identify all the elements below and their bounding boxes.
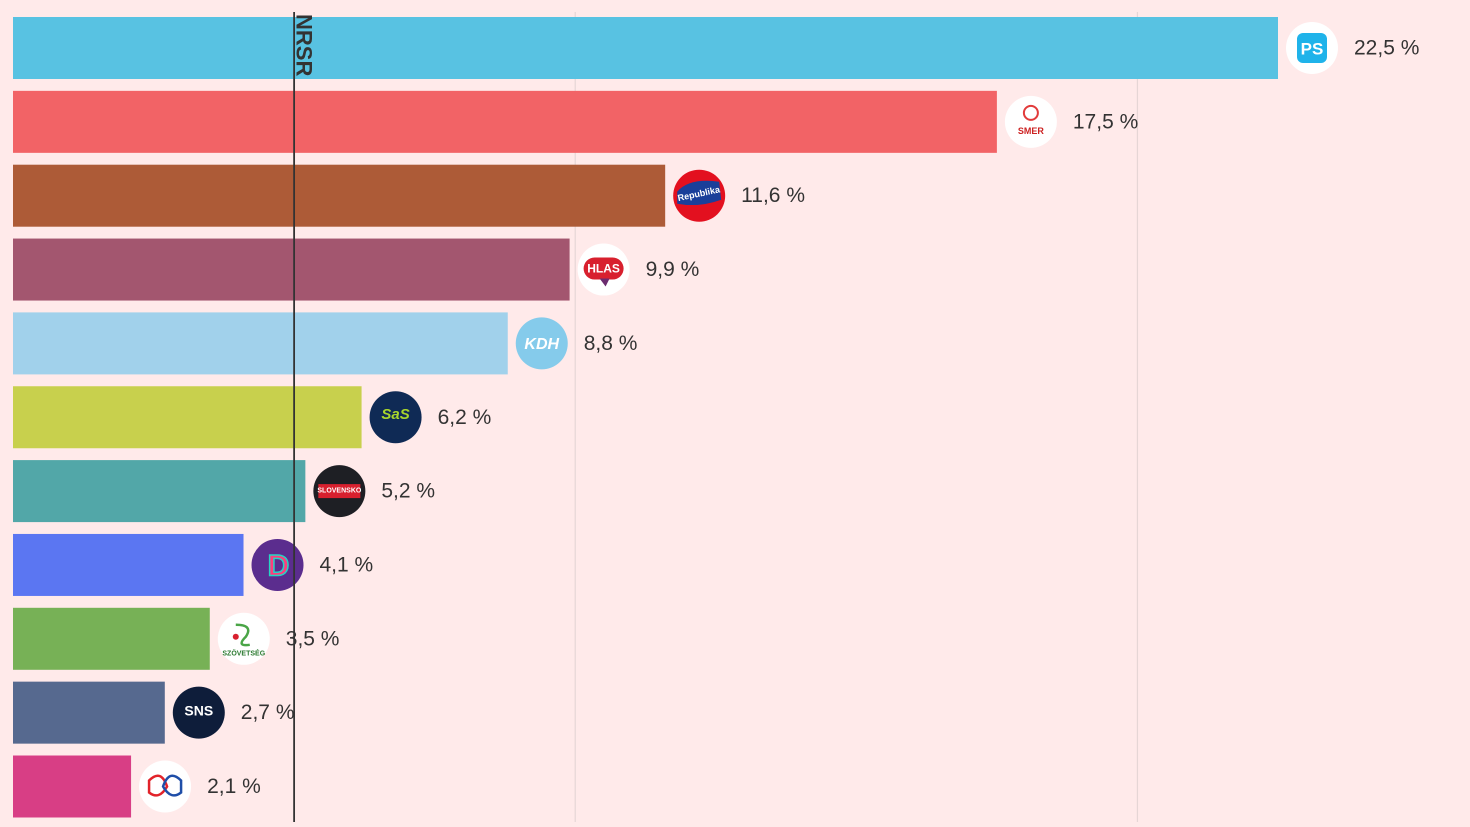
bars: PS 22,5 % SMER 17,5 % Republika 11,6 % HLAS 9,9… <box>13 17 1419 818</box>
logo-circle <box>139 760 192 813</box>
logo-text: KDH <box>524 336 559 353</box>
ps-logo-icon: PS <box>1286 22 1338 74</box>
hands-logo-icon <box>139 760 192 813</box>
threshold-label: NRSR <box>291 14 316 76</box>
hlas-logo-icon: HLAS <box>577 243 630 296</box>
logo-shape <box>583 257 624 280</box>
bar-row: SLOVENSKO 5,2 % <box>13 460 435 523</box>
hnutie-slovensko-logo-icon: SLOVENSKO <box>313 465 366 518</box>
value-label: 22,5 % <box>1354 37 1419 60</box>
value-label: 17,5 % <box>1073 110 1138 133</box>
sas-logo-icon: SaS <box>369 391 422 444</box>
smer-logo-icon: SMER <box>1004 95 1057 148</box>
bar-row: SaS 6,2 % <box>13 386 492 449</box>
logo-text: D <box>268 549 290 582</box>
bar <box>13 386 362 449</box>
bar-row: KDH 8,8 % <box>13 312 638 375</box>
logo-shape <box>599 278 610 287</box>
bar <box>13 607 210 670</box>
bar-row: SZÖVETSÉG 3,5 % <box>13 607 340 670</box>
bar-row: SMER 17,5 % <box>13 90 1138 153</box>
logo-shape <box>677 180 722 206</box>
logo-circle <box>1004 95 1057 148</box>
logo-text: PS <box>1301 40 1324 59</box>
bar-row: D 4,1 % <box>13 533 374 596</box>
bar <box>13 90 997 153</box>
logo-shape <box>318 484 361 499</box>
logo-shape <box>1297 33 1327 63</box>
bar-row: SNS 2,7 % <box>13 681 295 744</box>
demokrati-logo-icon: D <box>251 538 304 591</box>
value-label: 3,5 % <box>286 627 340 650</box>
bar-row: HLAS 9,9 % <box>13 238 700 301</box>
logo-text: SaS <box>381 406 409 423</box>
logo-shape <box>235 623 250 647</box>
logo-text: SMER <box>1018 126 1045 136</box>
republika-logo-icon: Republika <box>673 169 726 222</box>
logo-text: SZÖVETSÉG <box>222 648 265 657</box>
sns-logo-icon: SNS <box>172 686 225 739</box>
logo-circle <box>515 317 568 370</box>
bar-row: PS 22,5 % <box>13 17 1419 79</box>
logo-shape <box>232 633 239 640</box>
bar <box>13 533 244 596</box>
bar <box>13 755 132 818</box>
bar <box>13 681 165 744</box>
bar-row: 2,1 % <box>13 755 261 818</box>
value-label: 6,2 % <box>438 406 492 429</box>
bar <box>13 460 306 523</box>
value-label: 2,7 % <box>241 701 295 724</box>
logo-text: SNS <box>184 703 213 719</box>
logo-text: SLOVENSKO <box>317 488 362 495</box>
kdh-logo-icon: KDH <box>515 317 568 370</box>
value-label: 2,1 % <box>207 775 261 798</box>
value-label: 4,1 % <box>320 553 374 576</box>
value-label: 5,2 % <box>381 480 435 503</box>
logo-shape <box>147 774 169 797</box>
value-label: 8,8 % <box>584 332 638 355</box>
logo-text: HLAS <box>587 262 620 276</box>
value-label: 11,6 % <box>741 184 805 207</box>
bar <box>13 238 570 301</box>
bar <box>13 312 508 375</box>
value-label: 9,9 % <box>646 258 700 281</box>
logo-circle <box>251 538 304 591</box>
logo-shape <box>1022 104 1039 121</box>
bar-row: Republika 11,6 % <box>13 164 805 227</box>
szovetseg-logo-icon: SZÖVETSÉG <box>217 612 270 665</box>
logo-shape <box>161 774 183 797</box>
logo-circle <box>369 391 422 444</box>
logo-circle <box>172 686 225 739</box>
bar <box>13 17 1278 79</box>
bar <box>13 164 666 227</box>
